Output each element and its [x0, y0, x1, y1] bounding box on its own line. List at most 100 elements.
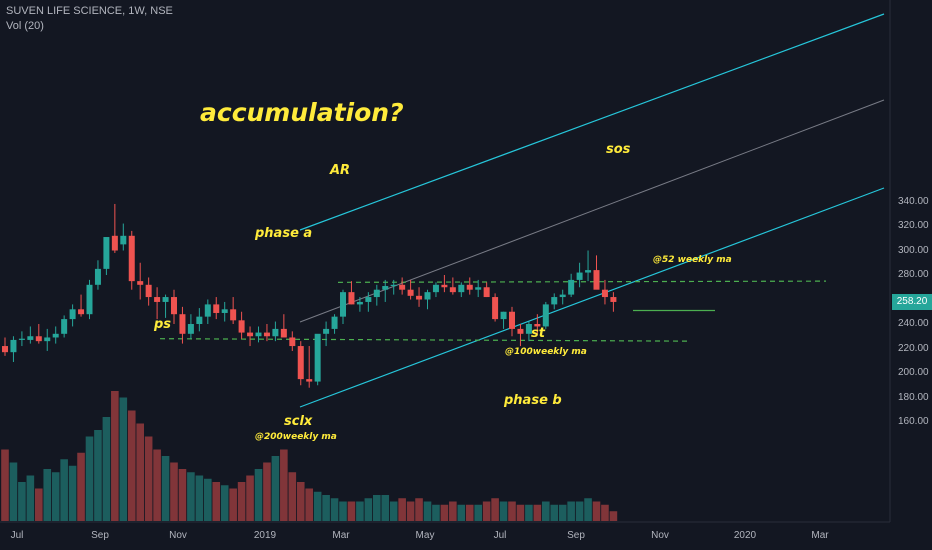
volume-bar [440, 504, 449, 521]
price-tick-label: 220.00 [898, 342, 929, 354]
volume-bar [212, 482, 221, 521]
channel-median-line [299, 99, 885, 323]
volume-bar [111, 391, 119, 521]
annotation-ma200: @200weekly ma [255, 432, 337, 442]
price-tick-label: 280.00 [898, 269, 929, 280]
candle-body [416, 295, 423, 300]
volume-bar [389, 501, 398, 521]
annotation-ma52: @52 weekly ma [653, 255, 732, 265]
candle-body [247, 332, 254, 337]
candle-body [517, 328, 524, 334]
candle-body [424, 292, 431, 300]
volume-bar [280, 449, 288, 521]
volume-bar [491, 498, 499, 521]
annotation-phase-a: phase a [255, 226, 313, 241]
price-tick-label: 240.00 [898, 318, 929, 329]
volume-bar [339, 501, 347, 521]
candle-body [94, 268, 101, 285]
candle-body [221, 309, 228, 313]
candle-body [289, 337, 296, 347]
volume-bar [567, 501, 575, 521]
candle-body [154, 297, 161, 302]
candle-body [407, 289, 414, 296]
volume-bar [296, 482, 305, 521]
annotation-sos: sos [606, 142, 631, 157]
candle-body [103, 237, 110, 269]
volume-bar [195, 475, 204, 521]
candle-body [204, 304, 211, 317]
last-price-tag: 258.20 [892, 293, 932, 310]
volume-bar [398, 498, 406, 521]
candle-body [128, 235, 135, 282]
candle-body [78, 309, 85, 315]
candle-body [585, 270, 592, 273]
candle-body [340, 292, 346, 317]
candle-body [365, 297, 372, 302]
annotation-ar: AR [330, 163, 351, 178]
candle-body [390, 284, 397, 287]
volume-bar [601, 504, 609, 521]
volume-bar [18, 482, 26, 521]
resistance-dashed-line [337, 280, 827, 283]
candle-body [314, 333, 321, 382]
volume-bar [9, 462, 18, 521]
volume-bar [237, 482, 246, 521]
volume-bar [499, 501, 508, 521]
candle-body [145, 284, 152, 298]
annotation-st: st [531, 326, 545, 341]
candle-body [44, 337, 51, 342]
volume-bar [432, 504, 440, 521]
candle-body [373, 289, 380, 298]
volume-bar [254, 469, 263, 521]
symbol-title[interactable]: SUVEN LIFE SCIENCE, 1W, NSE [6, 5, 173, 17]
candle-body [542, 304, 549, 327]
candle-body [483, 287, 490, 298]
volume-bar [187, 472, 195, 521]
price-tick-label: 200.00 [898, 367, 929, 378]
candle-body [10, 339, 17, 353]
candle-body [534, 324, 541, 327]
volume-bar [220, 485, 229, 521]
candle-body [238, 320, 245, 333]
candle-body [35, 336, 42, 342]
volume-bar [415, 498, 423, 521]
candle-body [441, 284, 448, 288]
candle-body [348, 292, 355, 305]
volume-bar [525, 504, 533, 521]
candle-body [432, 284, 439, 293]
volume-bar [474, 504, 482, 521]
candle-body [86, 284, 93, 315]
volume-bar [102, 417, 111, 521]
price-tick-label: 180.00 [898, 391, 929, 403]
volume-bar [558, 504, 567, 521]
candle-body [2, 346, 8, 353]
time-tick-label: Nov [651, 530, 669, 541]
candle-body [551, 297, 558, 305]
volume-bar [271, 456, 280, 521]
trend-lines [159, 13, 885, 408]
candle-body [27, 336, 34, 340]
volume-bar [449, 501, 457, 521]
volume-bar [51, 472, 60, 521]
candle-body [500, 311, 507, 320]
candle-body [196, 316, 203, 324]
candle-body [306, 379, 313, 382]
candle-body [568, 279, 575, 295]
volume-bar [330, 498, 339, 521]
price-tick-label: 320.00 [898, 220, 929, 231]
annotation-sclx: sclx [284, 414, 313, 429]
candle-body [593, 270, 600, 290]
time-tick-label: Mar [811, 530, 829, 541]
support-dashed-line [159, 338, 691, 342]
time-tick-label: 2020 [733, 530, 757, 541]
candle-body [69, 309, 76, 320]
volume-bar [423, 501, 432, 521]
volume-indicator-label[interactable]: Vol (20) [6, 20, 44, 32]
annotation-ps: ps [154, 317, 172, 332]
candle-body [213, 304, 220, 313]
volume-bar [170, 462, 178, 521]
volume-bar [204, 478, 212, 521]
volume-bar [68, 465, 77, 521]
candle-body [255, 332, 262, 337]
